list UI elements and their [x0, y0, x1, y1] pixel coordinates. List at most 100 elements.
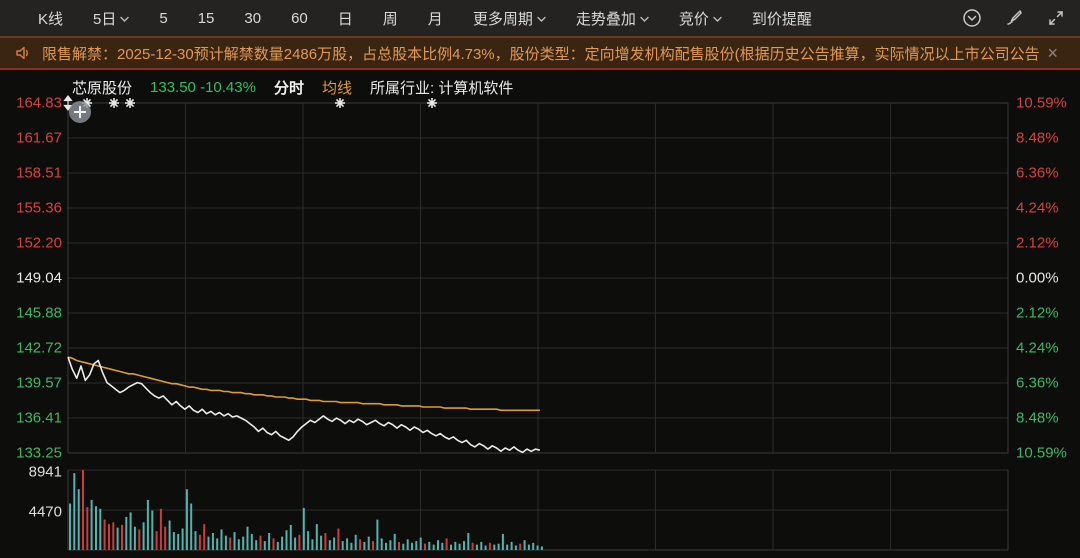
- toolbar-item-更多周期[interactable]: 更多周期: [473, 8, 546, 29]
- toolbar-item-日[interactable]: 日: [337, 10, 353, 28]
- volume-bar: [536, 545, 539, 550]
- toolbar-item-5日[interactable]: 5日: [93, 8, 130, 29]
- volume-bar: [337, 528, 340, 550]
- volume-bar: [116, 527, 119, 550]
- event-marker-icon[interactable]: [109, 98, 119, 108]
- toolbar-item-K线[interactable]: K线: [38, 10, 64, 28]
- volume-bar: [276, 541, 279, 550]
- volume-bar: [411, 542, 413, 550]
- toolbar-item-60[interactable]: 60: [291, 9, 308, 27]
- volume-bar: [380, 538, 383, 550]
- volume-bar: [402, 543, 405, 550]
- volume-bar: [242, 536, 245, 550]
- volume-tick-label: 8941: [28, 463, 62, 481]
- volume-bar: [532, 542, 535, 550]
- toolbar-item-周[interactable]: 周: [382, 10, 398, 28]
- toolbar-item-5[interactable]: 5: [159, 9, 168, 27]
- volume-bar: [302, 507, 305, 550]
- percent-tick-label: 2.12%: [1016, 234, 1059, 252]
- volume-bar: [73, 473, 76, 550]
- volume-bar: [372, 541, 374, 550]
- volume-bar: [437, 540, 439, 550]
- volume-bar: [185, 489, 188, 550]
- volume-bar: [294, 537, 297, 550]
- volume-bar: [194, 531, 197, 550]
- volume-bar: [480, 541, 483, 550]
- volume-bar: [229, 537, 232, 550]
- percent-tick-label: 10.59%: [1016, 94, 1067, 112]
- volume-bar: [328, 540, 331, 550]
- industry-link[interactable]: 所属行业: 计算机软件: [369, 80, 514, 97]
- volume-bar: [463, 541, 465, 550]
- volume-bar: [497, 543, 500, 550]
- volume-bar: [246, 526, 249, 550]
- percent-tick-label: 4.24%: [1016, 199, 1059, 217]
- volume-bar: [346, 538, 349, 550]
- stock-name: 芯原股份: [72, 80, 133, 97]
- volume-bar: [129, 512, 132, 550]
- chevron-down-icon: [120, 16, 130, 22]
- volume-bar: [281, 536, 284, 550]
- volume-bar: [263, 541, 266, 550]
- history-icon[interactable]: [962, 8, 982, 28]
- chevron-down-icon: [640, 16, 649, 22]
- volume-bar: [471, 542, 474, 550]
- announcement-text: 限售解禁：2025-12-30预计解禁数量2486万股，占总股本比例4.73%，…: [42, 45, 1040, 63]
- volume-bar: [393, 533, 396, 550]
- volume-bar: [350, 542, 353, 550]
- fullscreen-icon[interactable]: [1046, 8, 1066, 28]
- volume-bar: [108, 524, 110, 550]
- toolbar-item-30[interactable]: 30: [244, 9, 262, 27]
- toolbar-item-竞价[interactable]: 竞价: [679, 8, 722, 29]
- volume-bar: [146, 499, 149, 550]
- event-marker-icon[interactable]: [125, 98, 135, 108]
- toolbar-icons: [962, 8, 1066, 28]
- volume-bar: [181, 528, 184, 550]
- volume-bar: [224, 535, 227, 550]
- price-tick-label: 136.41: [16, 409, 62, 427]
- chevron-down-icon: [713, 16, 722, 22]
- volume-bar: [506, 544, 509, 550]
- volume-bar: [419, 537, 422, 550]
- price-tick-label: 139.57: [16, 374, 62, 392]
- brush-icon[interactable]: [1004, 8, 1024, 28]
- volume-bar: [95, 506, 97, 550]
- volume-bar: [406, 539, 409, 550]
- volume-bar: [77, 489, 80, 550]
- event-marker-icon[interactable]: [335, 98, 345, 108]
- volume-bar: [237, 539, 240, 550]
- toolbar-item-走势叠加[interactable]: 走势叠加: [576, 8, 649, 29]
- tab-intraday[interactable]: 分时: [273, 80, 304, 97]
- close-icon[interactable]: ×: [1047, 43, 1058, 63]
- volume-bar: [385, 542, 387, 550]
- volume-bar: [103, 519, 106, 550]
- volume-bar: [138, 529, 141, 550]
- price-tick-label: 145.88: [16, 304, 62, 322]
- volume-bar: [445, 538, 448, 550]
- volume-bar: [363, 541, 366, 550]
- volume-bar: [142, 522, 145, 550]
- price-tick-label: 155.36: [16, 199, 62, 217]
- volume-bar: [458, 543, 461, 550]
- percent-tick-label: 8.48%: [1016, 409, 1059, 427]
- toolbar-item-15[interactable]: 15: [197, 9, 215, 27]
- volume-bar: [428, 541, 431, 550]
- volume-bar: [168, 520, 171, 550]
- volume-bar: [121, 524, 123, 550]
- percent-tick-label: 10.59%: [1016, 444, 1067, 462]
- event-marker-icon[interactable]: [427, 98, 437, 108]
- zoom-plus-glyph: [74, 106, 86, 118]
- announcement-banner[interactable]: 限售解禁：2025-12-30预计解禁数量2486万股，占总股本比例4.73%，…: [0, 36, 1080, 70]
- volume-bar: [190, 503, 193, 550]
- percent-tick-label: 6.36%: [1016, 374, 1059, 392]
- volume-bar: [155, 531, 158, 550]
- toolbar-item-月[interactable]: 月: [427, 10, 443, 28]
- volume-bar: [354, 534, 357, 550]
- volume-bar: [514, 545, 517, 550]
- tab-ma-line[interactable]: 均线: [321, 80, 352, 97]
- volume-bar: [389, 540, 392, 550]
- volume-bar: [133, 526, 136, 550]
- toolbar-item-到价提醒[interactable]: 到价提醒: [751, 10, 812, 28]
